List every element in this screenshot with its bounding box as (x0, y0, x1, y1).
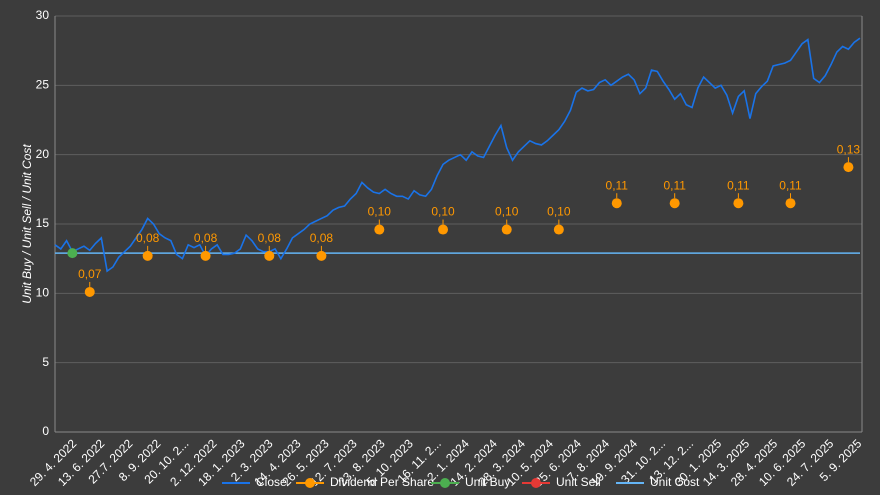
point-label: 0,08 (194, 231, 218, 245)
point-marker (733, 198, 744, 209)
legend-label: Unit Sell (556, 475, 601, 489)
y-tick-label: 25 (36, 78, 50, 92)
point-label: 0,11 (779, 178, 802, 192)
point-label: 0,10 (547, 205, 571, 219)
point-label: 0,10 (368, 205, 392, 219)
point-marker (553, 224, 564, 235)
point-label: 0,11 (606, 178, 629, 192)
point-marker (669, 198, 680, 209)
point-label: 0,08 (310, 231, 334, 245)
point-label: 0,11 (727, 178, 750, 192)
legend-label: Dividend Per Share (330, 475, 434, 489)
point-label: 0,11 (663, 178, 686, 192)
point-marker (501, 224, 512, 235)
legend-label: Unit Buy (465, 475, 510, 489)
point-marker (785, 198, 796, 209)
point-label: 0,10 (431, 205, 455, 219)
y-tick-label: 0 (42, 424, 49, 438)
point-marker (84, 286, 95, 297)
point-marker (438, 224, 449, 235)
legend-label: Close (256, 475, 287, 489)
close-line (54, 37, 861, 273)
point-marker (67, 248, 78, 259)
legend-swatch-dot (531, 478, 541, 488)
point-label: 0,13 (837, 142, 861, 156)
point-marker (200, 250, 211, 261)
legend-label: Unit Cost (650, 475, 700, 489)
point-marker (374, 224, 385, 235)
point-marker (611, 198, 622, 209)
point-label: 0,08 (258, 231, 282, 245)
point-label: 0,07 (78, 267, 102, 281)
point-marker (316, 250, 327, 261)
y-tick-label: 30 (36, 8, 50, 22)
legend-swatch-dot (305, 478, 315, 488)
y-tick-label: 15 (36, 216, 50, 230)
point-marker (142, 250, 153, 261)
y-tick-label: 10 (36, 286, 50, 300)
y-axis-label: Unit Buy / Unit Sell / Unit Cost (20, 144, 34, 304)
point-marker (843, 162, 854, 173)
y-tick-label: 5 (42, 355, 49, 369)
point-label: 0,08 (136, 231, 160, 245)
point-marker (264, 250, 275, 261)
legend-swatch-dot (440, 478, 450, 488)
y-tick-label: 20 (36, 147, 50, 161)
point-label: 0,10 (495, 205, 519, 219)
